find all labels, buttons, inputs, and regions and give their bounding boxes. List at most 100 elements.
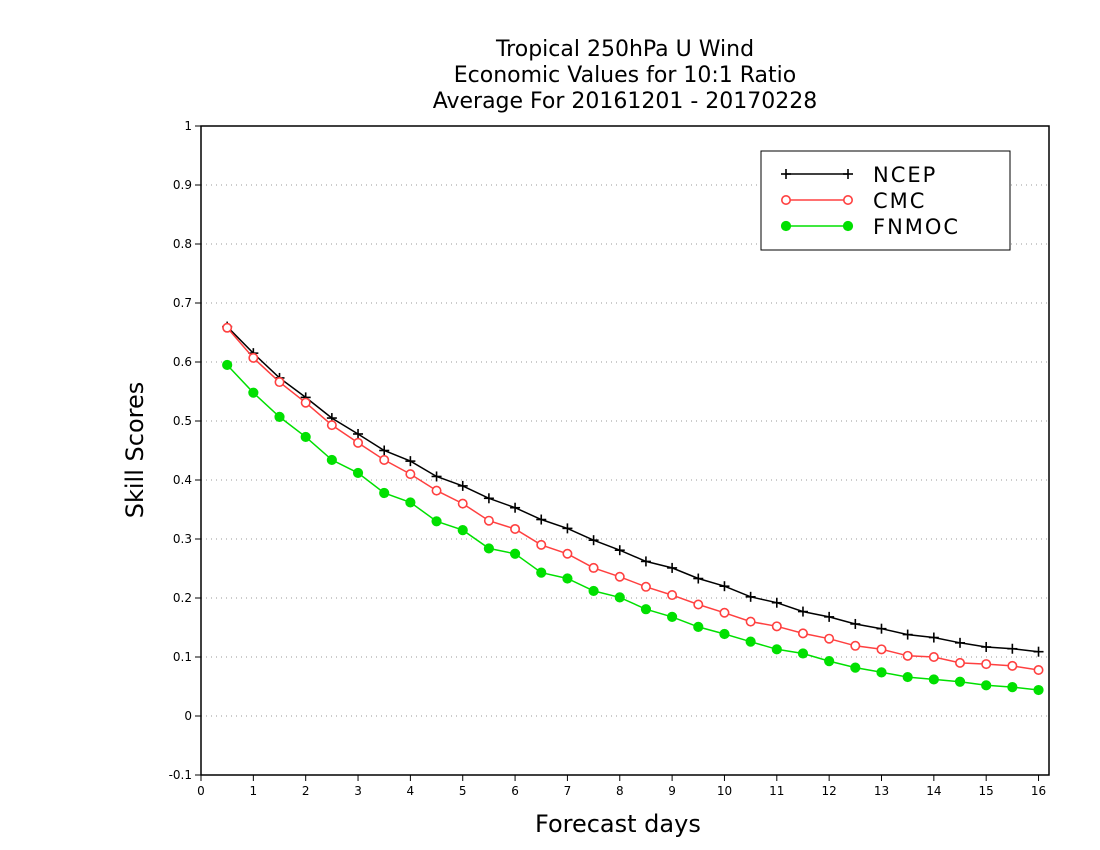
data-point-ncep [483,493,494,504]
data-point-ncep [431,471,442,482]
data-point-cmc [562,548,573,559]
data-point-fnmoc [588,585,599,597]
x-tick-label: 12 [822,784,837,798]
data-point-cmc [876,644,887,655]
x-tick-label: 16 [1031,784,1046,798]
plot-frame [200,125,1050,776]
data-point-cmc [1033,664,1044,675]
data-point-cmc [222,322,233,333]
x-tick-label: 14 [926,784,941,798]
data-point-ncep [771,597,782,608]
y-tick-label: 0.3 [173,532,192,546]
data-point-fnmoc [536,567,547,578]
data-point-fnmoc [928,674,939,685]
data-point-cmc [614,571,625,582]
x-tick-label: 9 [668,784,676,798]
x-tick-label: 11 [769,784,784,798]
legend-marker-ncep [843,169,853,179]
data-point-cmc [248,352,259,363]
y-tick-label: 0.2 [173,591,192,605]
data-point-ncep [902,629,913,640]
chart-title-line-3: Average For 20161201 - 20170228 [432,89,818,114]
x-tick-label: 8 [616,784,624,798]
data-point-ncep [981,641,992,652]
data-point-cmc [274,377,285,388]
data-point-ncep [457,480,468,491]
data-point-cmc [745,616,756,627]
legend-marker-ncep [781,169,791,179]
x-tick-label: 13 [874,784,889,798]
x-axis-label: Forecast days [535,810,701,838]
data-point-cmc [693,599,704,610]
data-point-fnmoc [248,387,259,398]
y-tick-label: -0.1 [169,768,192,782]
series-line-ncep [226,326,1039,653]
x-tick-label: 1 [250,784,258,798]
data-point-cmc [510,523,521,534]
data-point-ncep [1007,643,1018,654]
data-point-cmc [353,437,364,448]
data-point-fnmoc [1007,681,1018,693]
chart-title-line-1: Tropical 250hPa U Wind [495,37,755,62]
data-point-ncep [850,618,861,629]
data-point-ncep [588,535,599,546]
data-point-fnmoc [222,359,233,371]
legend-marker-fnmoc [780,220,792,232]
data-point-cmc [824,633,835,644]
data-point-fnmoc [745,636,756,647]
x-tick-label: 7 [564,784,572,798]
y-tick-label: 1 [184,119,192,133]
data-point-cmc [326,420,337,431]
x-tick-label: 5 [459,784,467,798]
data-point-fnmoc [562,573,573,584]
legend-marker-fnmoc [842,220,854,232]
data-point-ncep [640,556,651,567]
y-tick-label: 0.1 [173,650,192,664]
y-tick-label: 0.8 [173,237,192,251]
data-point-fnmoc [352,467,364,479]
data-point-fnmoc [824,656,835,667]
data-point-fnmoc [405,497,416,508]
legend-marker-cmc [780,195,791,206]
data-point-fnmoc [640,604,652,615]
chart-title-line-2: Economic Values for 10:1 Ratio [453,63,797,88]
x-tick-label: 6 [511,784,519,798]
data-point-cmc [928,651,939,662]
data-point-cmc [667,590,678,601]
data-point-cmc [536,539,547,550]
data-point-fnmoc [483,543,495,554]
data-point-fnmoc [667,611,678,622]
data-point-fnmoc [719,628,730,640]
data-point-fnmoc [300,431,311,443]
data-point-ncep [510,502,521,513]
data-point-ncep [379,445,390,456]
x-tick-label: 0 [197,784,205,798]
data-point-fnmoc [797,648,809,659]
data-point-ncep [405,456,416,467]
data-point-fnmoc [431,516,442,527]
data-point-cmc [955,657,966,668]
series-line-fnmoc [226,364,1039,691]
data-point-cmc [379,454,390,465]
data-point-ncep [1033,646,1044,657]
data-point-fnmoc [850,662,861,673]
data-point-cmc [1007,660,1018,671]
data-point-cmc [588,562,599,573]
data-point-fnmoc [981,680,992,691]
legend-label-ncep: NCEP [873,163,937,187]
data-point-ncep [536,514,547,525]
data-point-fnmoc [693,621,704,633]
data-point-cmc [640,581,651,592]
y-tick-label: 0.9 [173,178,192,192]
data-point-ncep [745,591,756,602]
data-point-ncep [876,623,887,634]
x-tick-label: 2 [302,784,310,798]
data-point-fnmoc [771,644,782,655]
data-point-fnmoc [876,667,887,678]
data-point-ncep [719,581,730,592]
data-point-ncep [955,637,966,648]
data-point-ncep [824,611,835,622]
y-axis-label: Skill Scores [121,381,149,519]
legend-label-cmc: CMC [873,189,926,213]
data-point-ncep [614,545,625,556]
